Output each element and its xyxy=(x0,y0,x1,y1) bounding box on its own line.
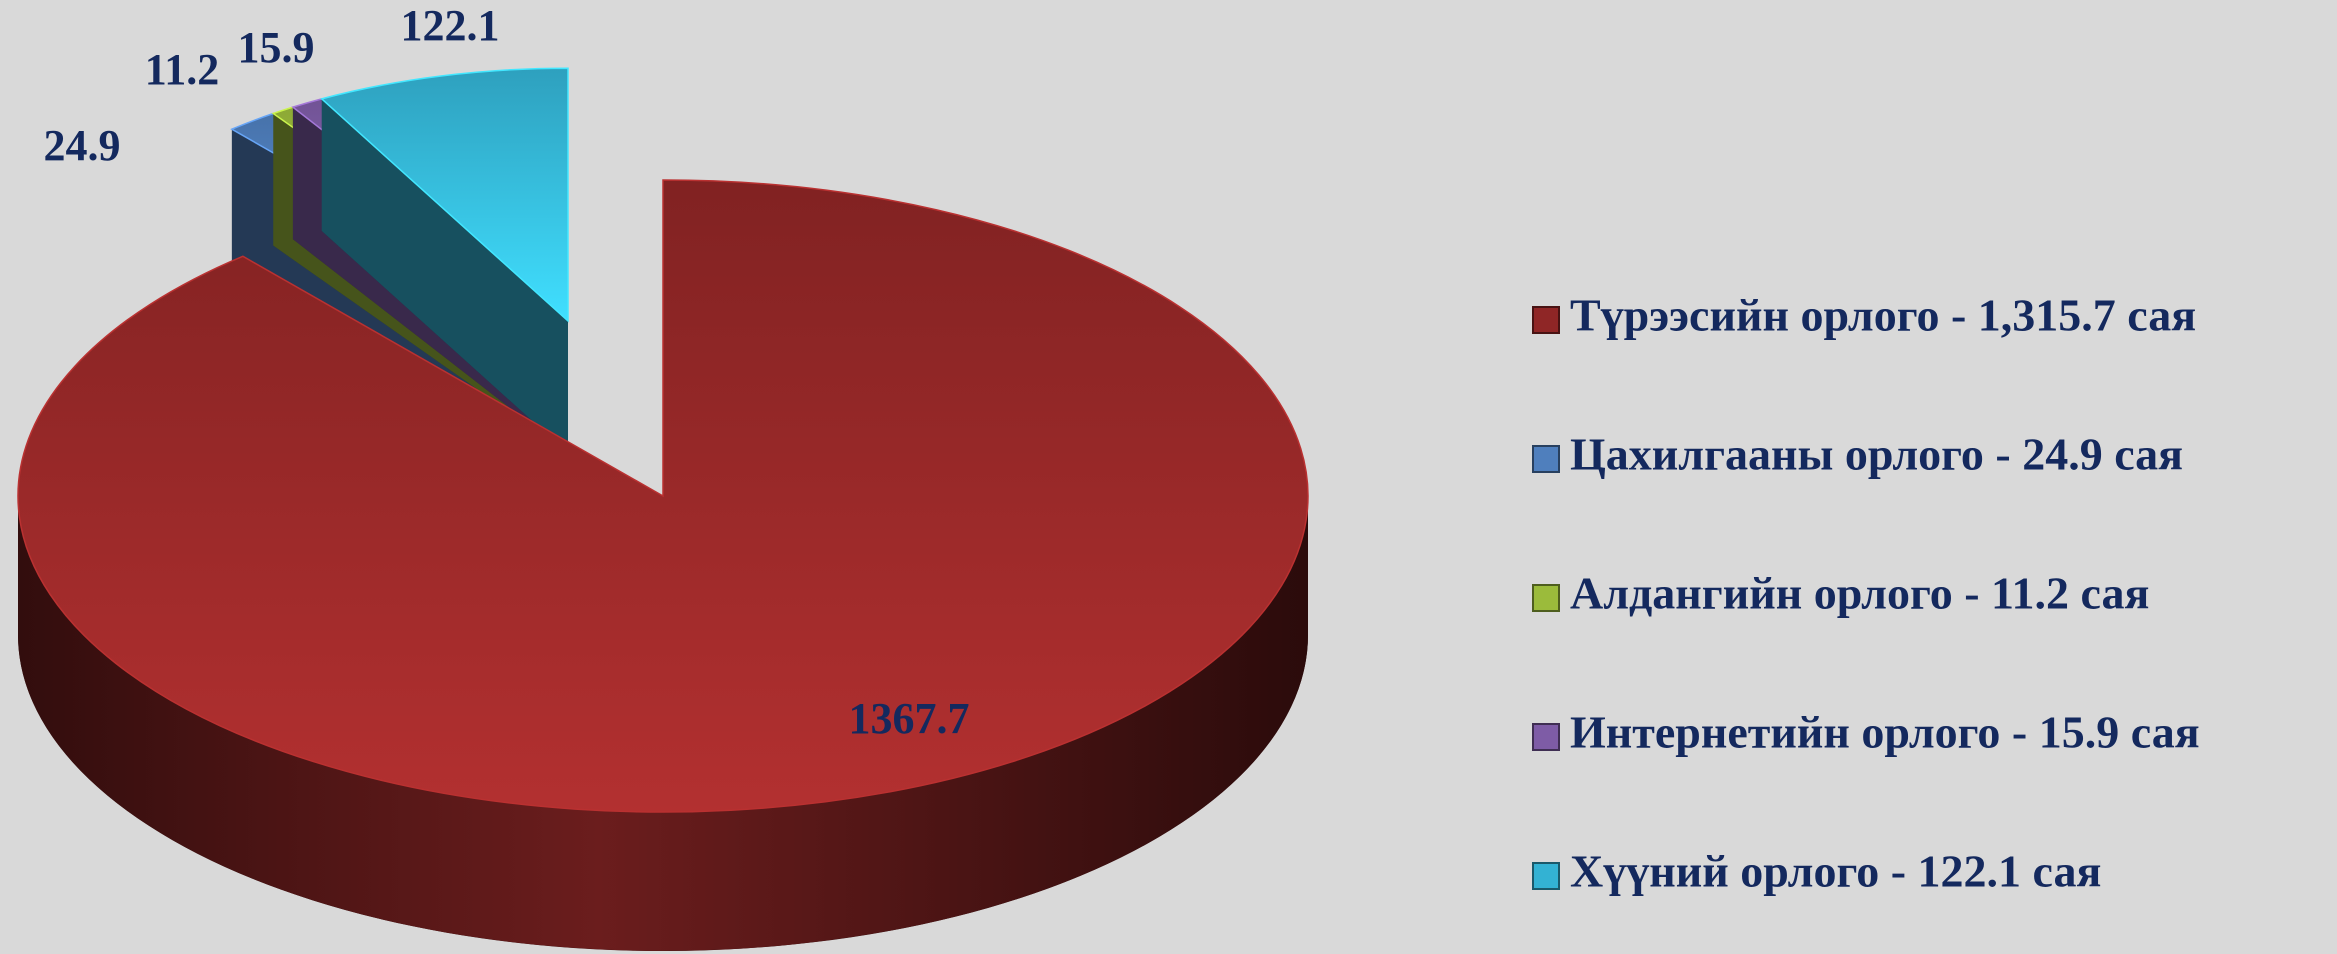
slice-top xyxy=(320,67,569,323)
legend-swatch xyxy=(1532,306,1560,334)
legend-label: Түрээсийн орлого - 1,315.7 сая xyxy=(1570,290,2196,341)
legend-label: Хүүний орлого - 122.1 сая xyxy=(1570,846,2101,897)
slice-wall xyxy=(321,98,568,454)
legend-label: Алдангийн орлого - 11.2 сая xyxy=(1570,568,2149,619)
data-label: 122.1 xyxy=(401,1,500,50)
data-label: 24.9 xyxy=(44,121,121,170)
slice-top xyxy=(17,179,1309,813)
data-label: 15.9 xyxy=(238,23,315,72)
legend-swatch xyxy=(1532,723,1560,751)
legend-swatch xyxy=(1532,862,1560,890)
legend-label: Интернетийн орлого - 15.9 сая xyxy=(1570,707,2200,758)
legend-swatch xyxy=(1532,584,1560,612)
slice xyxy=(17,179,1309,952)
legend-label: Цахилгааны орлого - 24.9 сая xyxy=(1570,429,2183,480)
slice-rim xyxy=(18,496,1308,951)
data-label: 1367.7 xyxy=(849,694,970,743)
slice xyxy=(320,67,569,454)
legend-swatch xyxy=(1532,445,1560,473)
data-label: 11.2 xyxy=(145,45,220,94)
